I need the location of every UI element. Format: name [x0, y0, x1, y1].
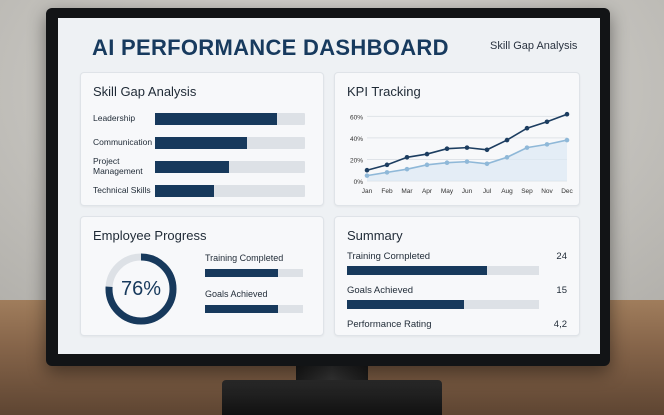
progress-bar-fill: [205, 305, 278, 313]
kpi-y-tick-label: 60%: [350, 114, 363, 121]
kpi-data-point: [364, 173, 370, 178]
kpi-x-tick-label: Jul: [483, 188, 492, 195]
skill-bar-track: [155, 113, 305, 125]
summary-value-goals: 15: [556, 285, 567, 296]
kpi-data-point: [564, 137, 570, 143]
kpi-data-point: [424, 151, 430, 157]
progress-label-goals: Goals Achieved: [205, 289, 268, 299]
progress-ring-arc: [105, 253, 177, 325]
kpi-x-tick-label: Apr: [422, 188, 433, 195]
skill-bar-track: [155, 185, 305, 197]
skill-gap-title: Skill Gap Analysis: [93, 84, 197, 99]
kpi-x-tick-label: Dec: [561, 188, 573, 195]
kpi-x-tick-label: Jun: [462, 188, 473, 195]
kpi-data-point: [464, 159, 470, 164]
skill-gap-card: Skill Gap Analysis Leadership Communicat…: [80, 72, 324, 206]
dashboard-screen: AI PERFORMANCE DASHBOARD Skill Gap Analy…: [58, 18, 600, 354]
progress-bar-fill: [205, 269, 278, 277]
kpi-data-point: [484, 161, 490, 167]
progress-ring: 76%: [103, 251, 179, 327]
summary-bar-fill: [347, 266, 488, 275]
kpi-data-point: [444, 146, 450, 151]
kpi-x-tick-label: Feb: [381, 188, 393, 195]
kpi-data-point: [524, 125, 530, 131]
skill-row-technical-skills: Technical Skills: [93, 179, 309, 203]
summary-value-training: 24: [556, 251, 567, 262]
kpi-x-tick-label: Aug: [501, 188, 513, 195]
kpi-data-point: [384, 170, 390, 175]
kpi-data-point: [384, 162, 390, 168]
skill-bar-fill: [155, 113, 277, 125]
skill-row-leadership: Leadership: [93, 107, 309, 131]
kpi-y-tick-label: 0%: [354, 179, 364, 186]
kpi-x-tick-label: Mar: [401, 188, 413, 195]
progress-percent: 76%: [120, 277, 162, 300]
skill-label: Technical Skills: [93, 185, 151, 196]
skill-bar-track: [155, 137, 305, 149]
skill-label: Communication: [93, 137, 153, 148]
employee-progress-title: Employee Progress: [93, 228, 207, 243]
kpi-data-point: [544, 142, 550, 147]
kpi-x-tick-label: Nov: [541, 188, 553, 195]
skill-bar-fill: [155, 137, 247, 149]
employee-progress-card: Employee Progress 76% Training Completed…: [80, 216, 324, 336]
kpi-data-point: [564, 111, 570, 117]
kpi-x-tick-label: Jan: [362, 188, 373, 195]
kpi-data-point: [404, 155, 410, 160]
summary-label-goals: Goals Achieved: [347, 285, 414, 296]
kpi-x-tick-label: Sep: [521, 188, 533, 195]
kpi-data-point: [504, 155, 510, 160]
skill-bar-fill: [155, 161, 229, 173]
dashboard-subtitle[interactable]: Skill Gap Analysis: [490, 40, 578, 52]
skill-bar-track: [155, 161, 305, 173]
kpi-data-point: [444, 160, 450, 165]
progress-bar-track: [205, 305, 303, 313]
skill-label: Project Management: [93, 156, 143, 176]
kpi-area-fill: [367, 140, 567, 181]
summary-label-rating: Performance Rating: [347, 319, 432, 330]
kpi-data-point: [504, 137, 510, 143]
kpi-data-point: [464, 145, 470, 150]
kpi-line-chart: 0% 20% 40% 60% Jan Feb Mar Apr May Jun Jul Aug Sep No…: [350, 111, 574, 195]
skill-row-project-management: Project Management: [93, 155, 309, 179]
kpi-data-point: [484, 147, 490, 153]
kpi-card: KPI Tracking 0% 20% 40% 60% Jan Feb Mar Apr May J…: [334, 72, 580, 206]
monitor-stand-base: [222, 380, 442, 415]
progress-bar-track: [205, 269, 303, 277]
skill-row-communication: Communication: [93, 131, 309, 155]
summary-bar-fill: [347, 300, 465, 309]
skill-bar-fill: [155, 185, 214, 197]
progress-ring-graphic: [105, 253, 177, 325]
summary-card: Summary Training Cornpleted 24 Goals Ach…: [334, 216, 580, 336]
kpi-data-point: [544, 119, 550, 125]
summary-bar-track: [347, 300, 539, 309]
summary-title: Summary: [347, 228, 403, 243]
summary-value-rating: 4,2: [553, 319, 567, 330]
progress-label-training: Training Completed: [205, 253, 284, 263]
dashboard-title: AI PERFORMANCE DASHBOARD: [92, 35, 449, 60]
kpi-y-tick-label: 20%: [350, 157, 363, 164]
kpi-y-tick-label: 40%: [350, 136, 363, 143]
kpi-data-point: [524, 145, 530, 150]
kpi-data-point: [424, 162, 430, 168]
kpi-title: KPI Tracking: [347, 84, 421, 99]
kpi-data-point: [404, 166, 410, 172]
summary-bar-track: [347, 266, 539, 275]
skill-label: Leadership: [93, 113, 136, 124]
summary-label-training: Training Cornpleted: [347, 251, 431, 262]
kpi-data-point: [364, 167, 370, 173]
kpi-x-tick-label: May: [441, 188, 454, 195]
